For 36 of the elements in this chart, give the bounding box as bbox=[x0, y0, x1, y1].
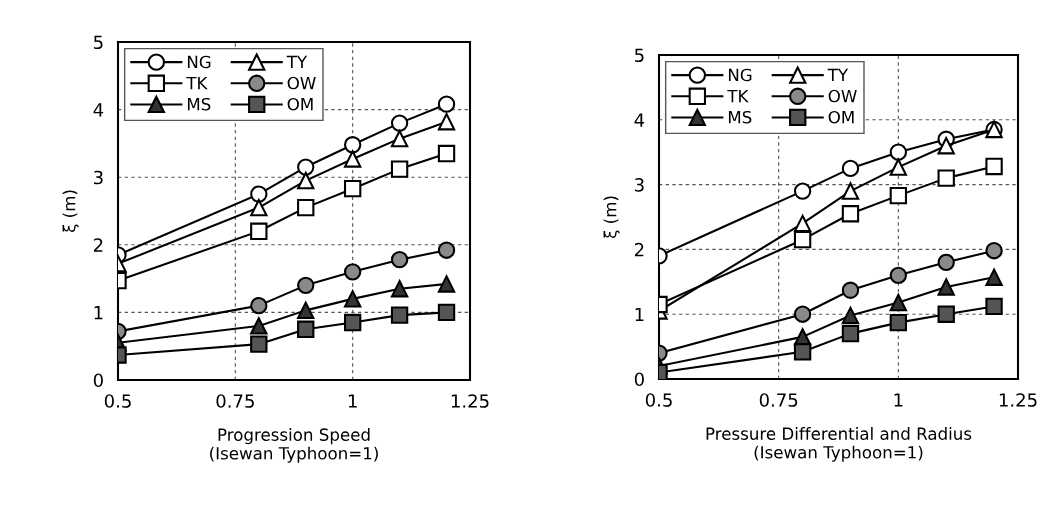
y-tick-label: 2 bbox=[634, 242, 644, 257]
y-tick-label: 5 bbox=[635, 48, 644, 63]
legend-label: OM bbox=[287, 97, 313, 111]
y-tick-label: 4 bbox=[93, 103, 104, 117]
legend-label: TK bbox=[186, 76, 208, 90]
legend-label: MS bbox=[187, 97, 211, 111]
legend-label: TY bbox=[286, 55, 308, 68]
y-tick-label: 0 bbox=[634, 372, 644, 387]
y-tick-label: 3 bbox=[94, 170, 103, 185]
legend-label: OW bbox=[287, 76, 316, 90]
legend-label: NG bbox=[728, 68, 752, 82]
legend-label: NG bbox=[187, 55, 211, 69]
y-tick-label: 4 bbox=[634, 113, 645, 127]
legend-label: TY bbox=[827, 68, 849, 81]
x-tick-label: 1 bbox=[894, 393, 903, 407]
y-tick-label: 1 bbox=[94, 306, 103, 320]
y-tick-label: 1 bbox=[635, 307, 644, 322]
y-tick-label: 3 bbox=[635, 178, 644, 192]
y-axis-title: ξ (m) bbox=[603, 196, 620, 239]
legend-label: OW bbox=[828, 89, 857, 103]
y-tick-label: 0 bbox=[93, 373, 103, 388]
x-tick-label: 1.25 bbox=[451, 394, 489, 408]
x-tick-label: 0.5 bbox=[645, 393, 672, 407]
x-tick-label: 0.5 bbox=[104, 394, 131, 408]
legend-label: OM bbox=[828, 110, 854, 124]
x-tick-label: 0.75 bbox=[759, 393, 798, 407]
y-tick-label: 5 bbox=[94, 35, 103, 50]
x-tick-label: 0.75 bbox=[216, 394, 254, 408]
x-tick-label: 1 bbox=[348, 394, 357, 408]
y-axis-title: ξ (m) bbox=[62, 190, 79, 233]
x-axis-title: Progression Speed (Isewan Typhoon=1) bbox=[210, 428, 378, 463]
legend-label: MS bbox=[728, 110, 752, 124]
y-tick-label: 2 bbox=[93, 238, 103, 252]
legend-label: TK bbox=[727, 89, 749, 103]
x-tick-label: 1.25 bbox=[999, 393, 1037, 407]
x-axis-title: Pressure Differential and Radius (Isewan Typhoon=1) bbox=[706, 427, 972, 462]
